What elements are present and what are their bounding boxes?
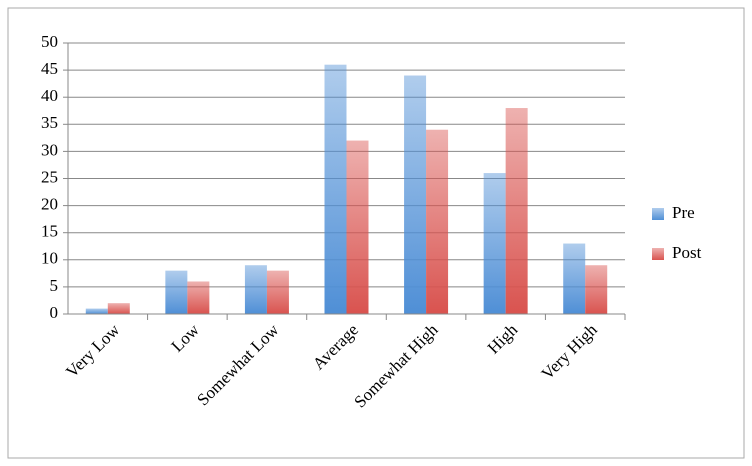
y-tick-label: 0 bbox=[50, 303, 59, 322]
legend-label: Post bbox=[672, 243, 702, 262]
y-tick-label: 10 bbox=[41, 249, 58, 268]
y-tick-label: 5 bbox=[50, 276, 59, 295]
bar bbox=[404, 75, 427, 315]
bar bbox=[324, 64, 347, 315]
legend-swatch bbox=[652, 248, 664, 260]
bar bbox=[187, 281, 210, 314]
y-tick-label: 25 bbox=[41, 167, 58, 186]
bar bbox=[266, 270, 289, 314]
bar bbox=[426, 129, 449, 314]
bar bbox=[563, 243, 586, 314]
bar bbox=[107, 303, 130, 314]
y-tick-label: 50 bbox=[41, 32, 58, 51]
y-tick-label: 20 bbox=[41, 195, 58, 214]
bar bbox=[346, 140, 369, 314]
legend-label: Pre bbox=[672, 203, 695, 222]
bar bbox=[244, 265, 267, 314]
y-tick-label: 45 bbox=[41, 59, 58, 78]
bar bbox=[483, 173, 506, 314]
y-tick-label: 30 bbox=[41, 140, 58, 159]
y-tick-label: 40 bbox=[41, 86, 58, 105]
bar bbox=[85, 308, 108, 314]
bar bbox=[505, 108, 528, 314]
legend-swatch bbox=[652, 208, 664, 220]
bar bbox=[165, 270, 188, 314]
y-tick-label: 35 bbox=[41, 113, 58, 132]
bar bbox=[585, 265, 608, 314]
y-tick-label: 15 bbox=[41, 222, 58, 241]
